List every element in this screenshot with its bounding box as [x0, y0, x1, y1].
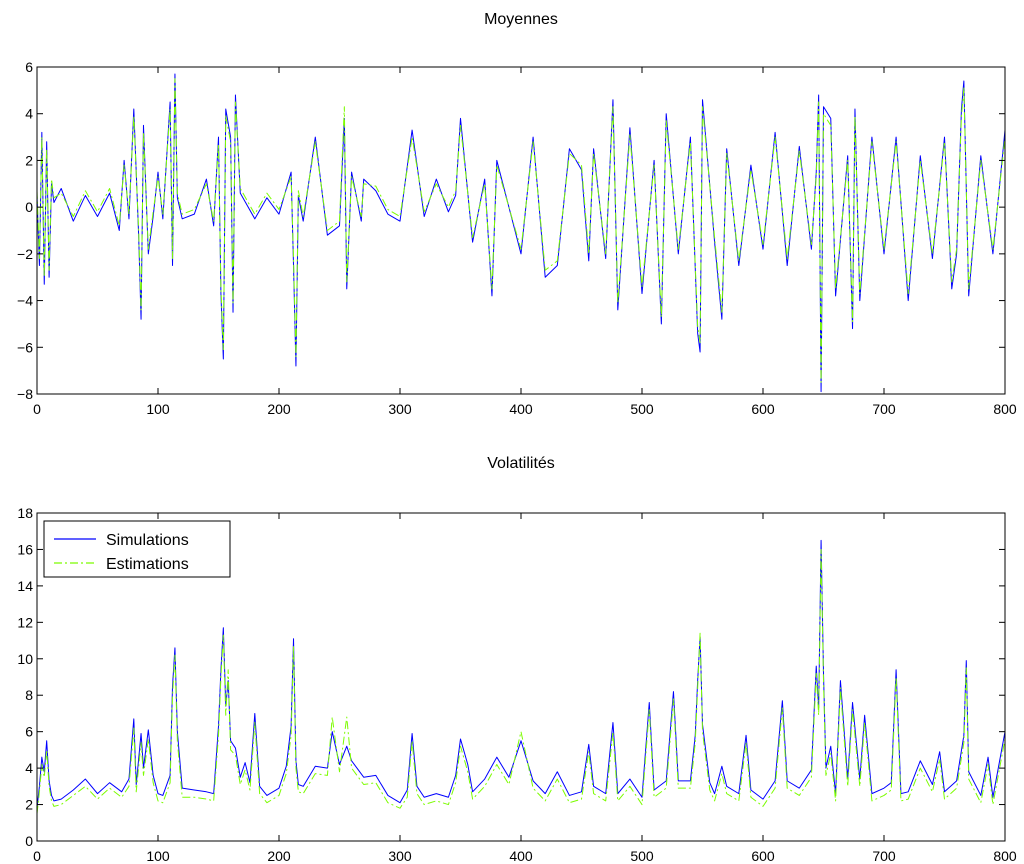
series-line-simulations: [36, 539, 1006, 809]
y-tick-label: 0: [25, 833, 33, 849]
x-tick-label: 0: [33, 401, 41, 417]
y-tick-label: 0: [25, 199, 33, 215]
x-tick-label: 800: [993, 848, 1017, 864]
y-tick-label: 6: [25, 59, 33, 75]
legend: Simulations Estimations: [43, 520, 231, 578]
x-tick-label: 200: [267, 848, 291, 864]
legend-label-simulations: Simulations: [106, 532, 189, 549]
y-tick-label: −8: [17, 386, 33, 402]
tick-layer: 0 100 200 300 400 500 600 700 800 −8 −6 −4 −2 0 2 4 6: [17, 59, 1017, 417]
y-tick-label: 2: [25, 152, 33, 168]
legend-box: [43, 520, 231, 578]
x-tick-label: 700: [872, 848, 896, 864]
x-tick-label: 0: [33, 848, 41, 864]
series-layer: [36, 73, 1006, 393]
x-tick-label: 400: [509, 848, 533, 864]
x-tick-label: 600: [751, 848, 775, 864]
y-tick-label: 6: [25, 724, 33, 740]
series-layer: [36, 539, 1006, 814]
y-tick-label: 8: [25, 687, 33, 703]
y-tick-label: 14: [17, 578, 33, 594]
x-tick-label: 300: [388, 401, 412, 417]
x-tick-label: 600: [751, 401, 775, 417]
y-tick-label: 10: [17, 651, 33, 667]
x-tick-label: 500: [630, 848, 654, 864]
chart-volatilites: Volatilités 0 100 200 300 400 500 600 700 800 0 2 4…: [17, 455, 1016, 864]
series-line-estimations: [36, 548, 1006, 814]
x-tick-label: 300: [388, 848, 412, 864]
x-tick-label: 100: [146, 401, 170, 417]
x-tick-label: 100: [146, 848, 170, 864]
x-tick-label: 700: [872, 401, 896, 417]
axes-frame: [36, 66, 1006, 395]
chart-title-moyennes: Moyennes: [484, 11, 558, 28]
x-tick-label: 800: [993, 401, 1017, 417]
x-tick-label: 200: [267, 401, 291, 417]
chart-title-volatilites: Volatilités: [487, 455, 555, 472]
y-tick-label: −4: [17, 293, 33, 309]
axes-frame: [36, 512, 1006, 842]
y-tick-label: 2: [25, 797, 33, 813]
series-line-estimations: [36, 78, 1006, 383]
legend-label-estimations: Estimations: [106, 556, 189, 573]
y-tick-label: 16: [17, 541, 33, 557]
chart-moyennes: Moyennes 0 100 200 300 400 500 600 700 800 −8 −6 −4…: [17, 11, 1017, 417]
x-tick-label: 500: [630, 401, 654, 417]
y-tick-label: −6: [17, 339, 33, 355]
series-line-simulations: [36, 73, 1006, 393]
y-tick-label: −2: [17, 246, 33, 262]
y-tick-label: 12: [17, 614, 33, 630]
y-tick-label: 18: [17, 505, 33, 521]
y-tick-label: 4: [25, 106, 33, 122]
y-tick-label: 4: [25, 760, 33, 776]
x-tick-label: 400: [509, 401, 533, 417]
